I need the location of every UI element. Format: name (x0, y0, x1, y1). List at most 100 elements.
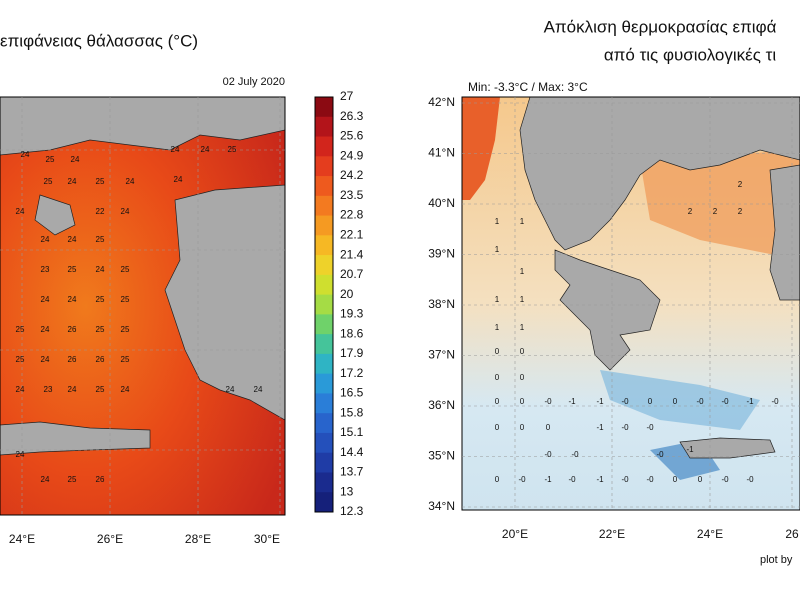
colorbar-segment (315, 373, 333, 394)
colorbar-segment (315, 136, 333, 157)
map-label: -1 (686, 445, 694, 454)
y-label: 37°N (428, 348, 455, 362)
map-label: 25 (96, 295, 105, 304)
right-title: Απόκλιση θερμοκρασίας επιφά (544, 17, 777, 36)
map-label: 24 (96, 265, 105, 274)
map-label: 25 (228, 145, 237, 154)
colorbar-segment (315, 492, 333, 513)
map-label: 1 (520, 295, 525, 304)
map-label: 0 (495, 423, 500, 432)
land (0, 421, 151, 456)
map-label: -0 (621, 397, 629, 406)
map-label: 24 (254, 385, 263, 394)
map-label: 24 (174, 175, 183, 184)
map-label: 1 (520, 217, 525, 226)
map-label: 25 (44, 177, 53, 186)
map-label: 23 (44, 385, 53, 394)
colorbar-label: 16.5 (340, 386, 364, 400)
map-label: 26 (96, 475, 105, 484)
x-label: 28°E (185, 532, 211, 546)
map-label: 25 (96, 325, 105, 334)
colorbar-label: 20.7 (340, 267, 364, 281)
map-label: -0 (518, 475, 526, 484)
map-label: 2 (688, 207, 693, 216)
colorbar-label: 22.8 (340, 208, 364, 222)
map-label: 0 (495, 347, 500, 356)
y-label: 41°N (428, 146, 455, 160)
colorbar-segment (315, 353, 333, 375)
map-label: 24 (41, 475, 50, 484)
colorbar-segment (315, 274, 333, 296)
map-label: 0 (520, 397, 525, 406)
colorbar-label: 15.8 (340, 405, 364, 419)
range-note: Min: -3.3°C / Max: 3°C (468, 80, 588, 94)
y-label: 40°N (428, 196, 455, 210)
map-label: 24 (201, 145, 210, 154)
map-label: 24 (16, 450, 25, 459)
date: 02 July 2020 (223, 76, 285, 88)
map-label: -0 (544, 450, 552, 459)
map-label: 0 (520, 423, 525, 432)
colorbar-label: 19.3 (340, 307, 364, 321)
map-label: -1 (596, 423, 604, 432)
map-label: 0 (495, 373, 500, 382)
x-label: 30°E (254, 532, 280, 546)
land (679, 437, 776, 459)
map-label: -1 (544, 475, 552, 484)
map-label: -0 (544, 397, 552, 406)
map-label: 1 (495, 217, 500, 226)
colorbar-label: 17.9 (340, 346, 364, 360)
map-label: -0 (646, 475, 654, 484)
map-label: 0 (495, 475, 500, 484)
land (519, 96, 800, 251)
warm-anomaly (462, 97, 500, 200)
map-label: -1 (596, 397, 604, 406)
colorbar-segment (315, 215, 333, 236)
map-label: -0 (646, 423, 654, 432)
map-label: 1 (495, 245, 500, 254)
x-label: 26°E (97, 532, 123, 546)
map-label: 25 (121, 325, 130, 334)
map-label: 2 (738, 180, 743, 189)
map-label: 25 (68, 475, 77, 484)
map-label: -0 (721, 475, 729, 484)
land (164, 184, 286, 421)
map-label: 22 (96, 207, 105, 216)
map-label: 1 (495, 295, 500, 304)
left-title: επιφάνειας θάλασσας (°C) (0, 31, 198, 50)
y-label: 39°N (428, 247, 455, 261)
map-label: 1 (520, 267, 525, 276)
right-map-frame (461, 96, 800, 511)
colorbar-segment (315, 156, 333, 177)
colorbar-label: 22.1 (340, 228, 364, 242)
map-label: -0 (568, 475, 576, 484)
map-label: 24 (41, 295, 50, 304)
map-label: -1 (596, 475, 604, 484)
map-label: 1 (495, 323, 500, 332)
map-label: 0 (546, 423, 551, 432)
map-label: 26 (68, 355, 77, 364)
colorbar-label: 25.6 (340, 129, 364, 143)
map-label: 24 (121, 207, 130, 216)
y-label: 34°N (428, 499, 455, 513)
colorbar-label: 13.7 (340, 465, 364, 479)
map-label: -0 (721, 397, 729, 406)
map-label: -1 (746, 397, 754, 406)
map-label: -1 (568, 397, 576, 406)
land (769, 164, 800, 301)
map-label: 24 (68, 235, 77, 244)
map-label: 0 (698, 475, 703, 484)
colorbar-segment (315, 314, 333, 335)
map-label: 25 (68, 265, 77, 274)
colorbar-label: 18.6 (340, 326, 364, 340)
map-label: -0 (771, 397, 779, 406)
y-label: 35°N (428, 449, 455, 463)
map-label: 24 (41, 325, 50, 334)
map-label: -0 (571, 450, 579, 459)
map-label: -0 (621, 423, 629, 432)
colorbar-segment (315, 452, 333, 473)
map-label: 2 (738, 207, 743, 216)
map-label: 26 (96, 355, 105, 364)
warm-anomaly (640, 150, 800, 260)
